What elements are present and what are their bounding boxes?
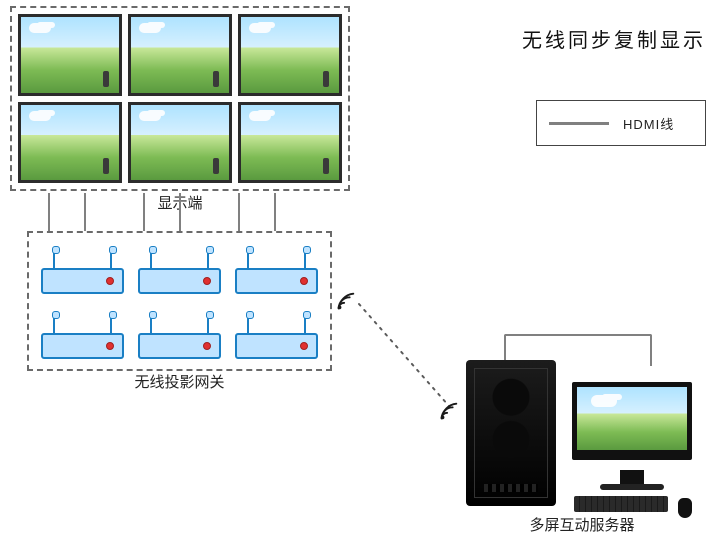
antenna-icon bbox=[150, 250, 152, 268]
hdmi-cable bbox=[238, 193, 240, 231]
wireless-gateway bbox=[138, 243, 221, 298]
antenna-icon bbox=[304, 250, 306, 268]
display-wall-grid bbox=[18, 14, 342, 183]
server-label: 多屏互动服务器 bbox=[452, 514, 712, 535]
antenna-icon bbox=[247, 250, 249, 268]
status-led-icon bbox=[203, 277, 211, 285]
monitor-icon bbox=[572, 382, 692, 460]
legend-label: HDMI线 bbox=[623, 114, 674, 133]
hdmi-cable bbox=[48, 193, 50, 231]
display-screen bbox=[128, 14, 232, 96]
antenna-icon bbox=[53, 315, 55, 333]
status-led-icon bbox=[106, 277, 114, 285]
display-screen bbox=[128, 102, 232, 184]
hdmi-cable bbox=[274, 193, 276, 231]
wifi-icon bbox=[335, 290, 357, 312]
monitor-stand-icon bbox=[620, 470, 644, 484]
gateway-group-label: 无线投影网关 bbox=[27, 371, 332, 392]
legend-hdmi: HDMI线 bbox=[536, 100, 706, 146]
status-led-icon bbox=[106, 342, 114, 350]
wireless-gateway bbox=[235, 308, 318, 363]
antenna-icon bbox=[110, 315, 112, 333]
status-led-icon bbox=[300, 277, 308, 285]
hdmi-cable bbox=[179, 193, 181, 231]
antenna-icon bbox=[304, 315, 306, 333]
display-screen bbox=[18, 102, 122, 184]
wireless-gateway bbox=[41, 243, 124, 298]
wireless-gateway-group bbox=[27, 231, 332, 371]
antenna-icon bbox=[207, 315, 209, 333]
gateway-grid bbox=[41, 243, 318, 363]
hdmi-cable-group bbox=[48, 193, 318, 231]
hdmi-cable bbox=[84, 193, 86, 231]
antenna-icon bbox=[247, 315, 249, 333]
wireless-gateway bbox=[138, 308, 221, 363]
status-led-icon bbox=[300, 342, 308, 350]
antenna-icon bbox=[53, 250, 55, 268]
page-title: 无线同步复制显示 bbox=[522, 24, 706, 53]
antenna-icon bbox=[207, 250, 209, 268]
pc-tower-icon bbox=[466, 360, 556, 506]
wireless-link-line bbox=[357, 300, 457, 410]
status-led-icon bbox=[203, 342, 211, 350]
keyboard-icon bbox=[574, 496, 668, 512]
legend-line-icon bbox=[549, 122, 609, 125]
display-wall bbox=[10, 6, 350, 191]
wireless-gateway bbox=[41, 308, 124, 363]
wireless-gateway bbox=[235, 243, 318, 298]
display-screen bbox=[18, 14, 122, 96]
display-screen bbox=[238, 14, 342, 96]
antenna-icon bbox=[110, 250, 112, 268]
display-screen bbox=[238, 102, 342, 184]
antenna-icon bbox=[150, 315, 152, 333]
server-workstation bbox=[452, 320, 712, 520]
hdmi-cable bbox=[143, 193, 145, 231]
